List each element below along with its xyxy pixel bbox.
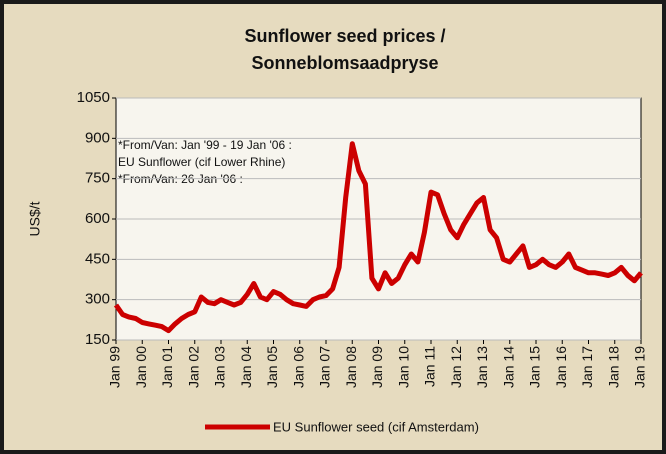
data-line (113, 141, 643, 334)
x-tick-label: Jan 17 (579, 346, 595, 388)
x-tick-label: Jan 00 (133, 346, 149, 388)
annotation: *From/Van: 26 Jan '06 : (118, 172, 243, 186)
y-tick-label: 150 (85, 331, 110, 348)
x-tick-label: Jan 09 (369, 346, 385, 388)
y-axis-label: US$/t (27, 201, 43, 236)
x-tick-label: Jan 02 (185, 346, 201, 388)
y-tick-label: 450 (85, 250, 110, 267)
x-tick-label: Jan 14 (500, 346, 516, 388)
x-tick-label: Jan 07 (317, 346, 333, 388)
x-tick-label: Jan 15 (527, 346, 543, 388)
x-tick-label: Jan 04 (238, 346, 254, 388)
x-tick-label: Jan 11 (422, 346, 438, 387)
annotation: EU Sunflower (cif Lower Rhine) (118, 155, 285, 169)
y-tick-label: 600 (85, 210, 110, 227)
y-tick-label: 900 (85, 129, 110, 146)
y-tick-label: 750 (85, 170, 110, 187)
chart-title: Sunflower seed prices / (244, 26, 445, 46)
x-tick-label: Jan 01 (159, 346, 175, 388)
x-tick-label: Jan 13 (474, 346, 490, 388)
annotation: *From/Van: Jan '99 - 19 Jan '06 : (118, 138, 292, 152)
x-tick-label: Jan 06 (290, 346, 306, 388)
x-tick-label: Jan 05 (264, 346, 280, 388)
chart-title: Sonneblomsaadpryse (251, 53, 438, 73)
x-tick-label: Jan 10 (395, 346, 411, 388)
x-tick-label: Jan 19 (632, 346, 648, 388)
legend-label: EU Sunflower seed (cif Amsterdam) (273, 419, 479, 434)
x-tick-label: Jan 03 (212, 346, 228, 388)
x-tick-label: Jan 08 (343, 346, 359, 388)
x-tick-label: Jan 18 (605, 346, 621, 388)
x-tick-label: Jan 16 (553, 346, 569, 388)
x-tick-label: Jan 12 (448, 346, 464, 388)
y-tick-label: 1050 (77, 89, 110, 106)
y-tick-label: 300 (85, 291, 110, 308)
x-tick-label: Jan 99 (107, 346, 123, 388)
